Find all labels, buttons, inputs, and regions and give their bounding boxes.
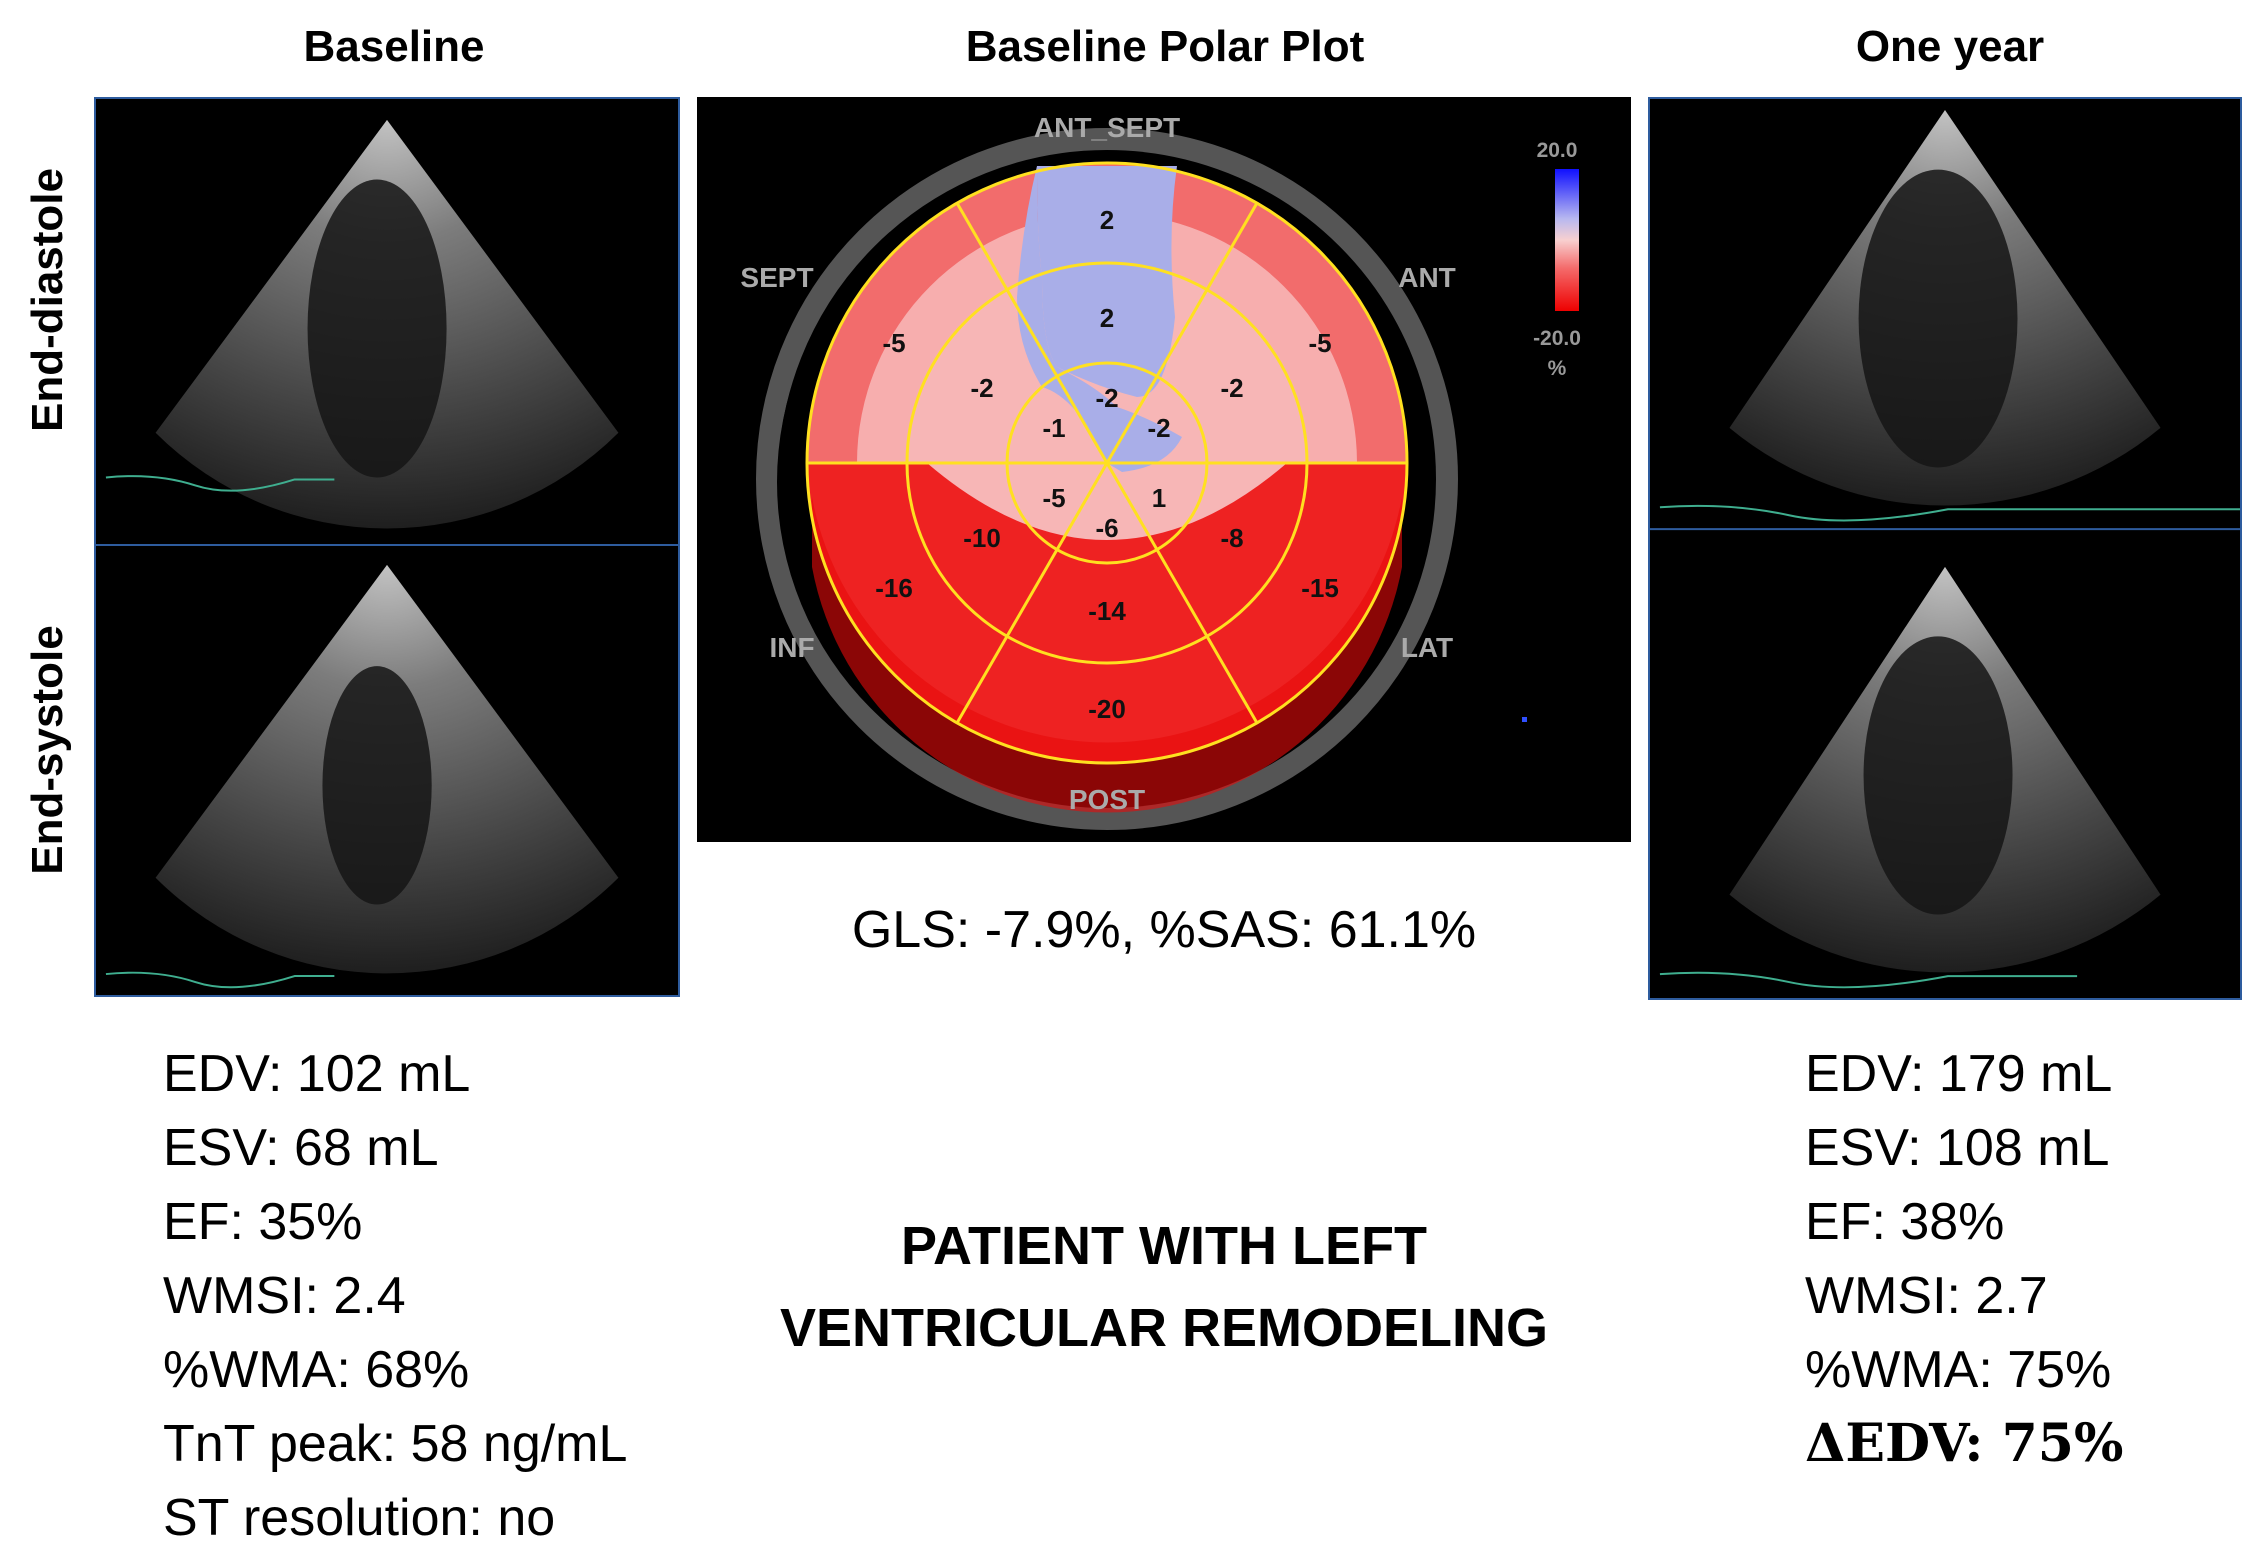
baseline-stats: EDV: 102 mL ESV: 68 mL EF: 35% WMSI: 2.4… — [163, 1037, 627, 1555]
scale-min-label: -20.0 — [1533, 327, 1581, 350]
baseline-stat-tnt-peak: TnT peak: 58 ng/mL — [163, 1415, 628, 1473]
segment-apical-ant: -2 — [1147, 413, 1170, 443]
segment-basal-ant: -5 — [1308, 328, 1331, 358]
row-label-end-diastole: End-diastole — [23, 167, 72, 433]
segment-basal-inf: -16 — [875, 573, 913, 603]
center-title: PATIENT WITH LEFT VENTRICULAR REMODELING — [697, 1205, 1631, 1369]
segment-mid-post: -14 — [1088, 596, 1126, 626]
heading-baseline: Baseline — [303, 22, 485, 71]
segment-apical-inf: -5 — [1042, 483, 1065, 513]
echo-frame-end-systole — [105, 564, 619, 989]
segment-mid-lat: -8 — [1220, 523, 1243, 553]
segment-apical-lat: 1 — [1152, 483, 1166, 513]
baseline-stat-wma: %WMA: 68% — [163, 1341, 470, 1399]
polar-outer-ring — [756, 128, 1458, 830]
heading-one-year: One year — [1855, 22, 2045, 71]
baseline-stat-esv: ESV: 68 mL — [163, 1119, 439, 1177]
one-year-stat-wmsi: WMSI: 2.7 — [1805, 1267, 2048, 1325]
baseline-echo-panel — [94, 97, 680, 997]
segment-mid-inf: -10 — [963, 523, 1001, 553]
one-year-stat-wma: %WMA: 75% — [1805, 1341, 2112, 1399]
wall-label-post: POST — [1069, 784, 1145, 815]
center-title-line-1: PATIENT WITH LEFT — [901, 1216, 1427, 1276]
heading-polar-plot: Baseline Polar Plot — [965, 22, 1365, 71]
echo-frame-one-year-top — [1659, 109, 2240, 522]
one-year-stat-esv: ESV: 108 mL — [1805, 1119, 2110, 1177]
segment-apical-sept: -1 — [1042, 413, 1065, 443]
echo-frame-end-diastole — [105, 119, 619, 529]
baseline-stat-ef: EF: 35% — [163, 1193, 363, 1251]
segment-basal-lat: -15 — [1301, 573, 1339, 603]
center-title-line-2: VENTRICULAR REMODELING — [780, 1298, 1548, 1358]
scale-unit-label: % — [1548, 357, 1567, 380]
gls-summary: GLS: -7.9%, %SAS: 61.1% — [851, 901, 1477, 959]
row-label-end-systole: End-systole — [23, 625, 72, 875]
segment-apical-post: -6 — [1095, 513, 1118, 543]
scale-max-label: 20.0 — [1537, 139, 1578, 162]
segment-basal-post: -20 — [1088, 694, 1126, 724]
baseline-stat-st-resolution: ST resolution: no — [163, 1489, 556, 1547]
bullseye-grid — [805, 161, 1409, 765]
wall-label-inf: INF — [769, 632, 814, 663]
baseline-stat-wmsi: WMSI: 2.4 — [163, 1267, 406, 1325]
wall-label-ant: ANT — [1398, 262, 1456, 293]
one-year-stat-edv: EDV: 179 mL — [1805, 1045, 2113, 1103]
one-year-stats: EDV: 179 mL ESV: 108 mL EF: 38% WMSI: 2.… — [1805, 1037, 2123, 1481]
color-scale-bar — [1555, 169, 1579, 311]
segment-apical-ant-sept: -2 — [1095, 383, 1118, 413]
echo-frame-one-year-bottom — [1659, 566, 2161, 989]
one-year-stat-ef: EF: 38% — [1805, 1193, 2005, 1251]
baseline-stat-edv: EDV: 102 mL — [163, 1045, 471, 1103]
one-year-stat-delta-edv: ΔEDV: 75% — [1805, 1413, 2124, 1474]
segment-mid-ant: -2 — [1220, 373, 1243, 403]
wall-label-sept: SEPT — [740, 262, 813, 293]
segment-basal-sept: -5 — [882, 328, 905, 358]
segment-mid-sept: -2 — [970, 373, 993, 403]
segment-basal-ant-sept: 2 — [1100, 205, 1114, 235]
scale-marker-dot — [1522, 717, 1527, 722]
wall-label-ant-sept: ANT_SEPT — [1034, 112, 1180, 143]
wall-label-lat: LAT — [1401, 632, 1453, 663]
segment-mid-ant-sept: 2 — [1100, 303, 1114, 333]
one-year-echo-panel — [1648, 97, 2242, 1000]
polar-plot-panel: ANT_SEPT ANT LAT POST INF SEPT 2 -5 -15 … — [697, 97, 1631, 842]
